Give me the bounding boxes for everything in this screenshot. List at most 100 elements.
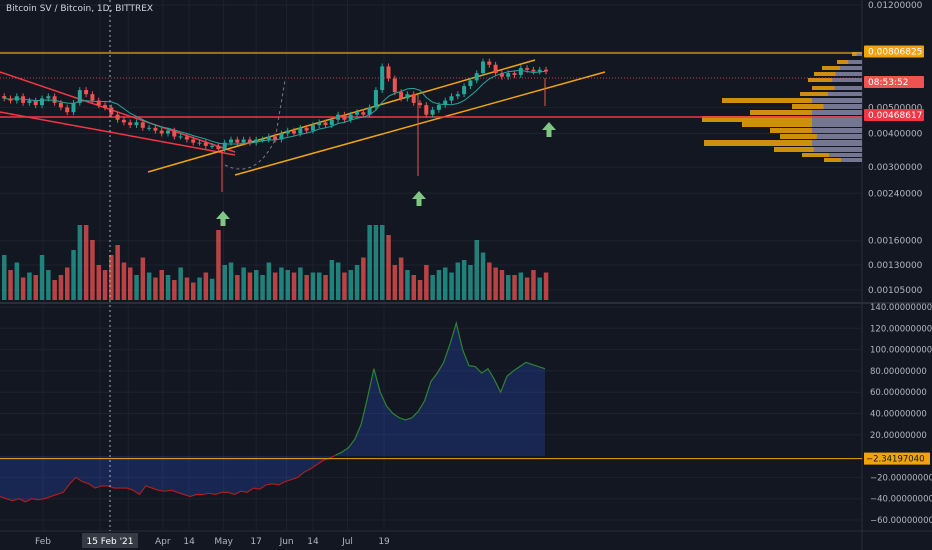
volume-bar xyxy=(121,262,127,300)
volume-bar xyxy=(443,267,448,300)
volume-bar xyxy=(203,272,209,300)
volume-bar xyxy=(480,252,486,300)
volume-profile-bar xyxy=(841,158,862,162)
volume-bar xyxy=(279,267,284,300)
candle-body xyxy=(537,69,542,72)
symbol-title: Bitcoin SV / Bitcoin, 1D, BITTREX xyxy=(6,4,154,14)
up-arrow-icon xyxy=(412,191,426,206)
time-tick-label: Jul xyxy=(341,537,353,547)
candle-body xyxy=(430,109,435,115)
volume-bar xyxy=(260,275,265,300)
candle-body xyxy=(279,133,284,140)
candle-body xyxy=(292,130,296,134)
volume-bar xyxy=(493,267,498,300)
volume-bar xyxy=(52,280,57,300)
volume-profile-bar xyxy=(812,98,862,103)
candle-body xyxy=(65,107,70,113)
time-tick-label: 17 xyxy=(250,537,261,547)
candle-body xyxy=(544,69,548,72)
volume-bar xyxy=(468,265,473,300)
volume-bar xyxy=(499,270,505,300)
volume-bar xyxy=(228,262,234,300)
candle-body xyxy=(323,122,328,126)
volume-bar xyxy=(367,225,372,300)
candle-body xyxy=(197,142,202,144)
price-tick-label: 0.00105000 xyxy=(868,286,923,296)
candle-body xyxy=(317,122,322,126)
indicator-area xyxy=(0,322,545,502)
volume-bar xyxy=(392,265,398,300)
candle-body xyxy=(222,142,227,150)
projection-path xyxy=(224,79,286,170)
candle-body xyxy=(90,94,95,101)
volume-profile-bar xyxy=(704,140,862,146)
indicator-tick-label: 20.00000000 xyxy=(870,431,927,441)
volume-bar xyxy=(241,267,246,300)
price-tick-label: 0.01200000 xyxy=(868,1,923,11)
candle-body xyxy=(411,94,416,103)
price-tag-label: 0.00468617 xyxy=(868,111,922,121)
volume-bar xyxy=(146,272,152,300)
candle-body xyxy=(266,136,271,140)
volume-bar xyxy=(417,280,423,300)
volume-bar xyxy=(304,275,309,300)
volume-bar xyxy=(354,265,360,300)
time-tick-label: Feb xyxy=(35,537,51,547)
volume-profile-bar xyxy=(827,92,862,96)
candle-body xyxy=(298,127,303,134)
volume-bar xyxy=(115,245,120,300)
indicator-tick-label: −60.00000000 xyxy=(870,516,932,526)
candle-body xyxy=(77,90,82,103)
volume-bar xyxy=(272,272,278,300)
crosshair-time-tag xyxy=(82,533,138,548)
candle-body xyxy=(525,68,530,70)
candle-body xyxy=(203,142,208,146)
candle-body xyxy=(254,139,259,143)
volume-bar xyxy=(461,260,467,300)
volume-profile-bar xyxy=(829,153,862,157)
indicator-tick-label: −40.00000000 xyxy=(870,495,932,505)
volume-bar xyxy=(65,267,70,300)
volume-bar xyxy=(184,277,190,300)
time-tick-label: 14 xyxy=(183,537,195,547)
volume-bar xyxy=(159,270,164,300)
candle-body xyxy=(235,139,240,143)
candle-body xyxy=(172,130,177,137)
volume-bar xyxy=(537,277,542,300)
candle-body xyxy=(178,136,183,138)
candle-body xyxy=(493,64,498,74)
candle-body xyxy=(380,66,385,91)
price-tick-label: 0.00500000 xyxy=(868,103,923,113)
candle-body xyxy=(443,100,448,106)
volume-bar xyxy=(487,262,492,300)
volume-bar xyxy=(298,267,303,300)
volume-bar xyxy=(398,257,404,300)
volume-profile-bar xyxy=(856,52,862,56)
candle-body xyxy=(367,107,372,115)
candle-body xyxy=(184,136,189,140)
price-tag xyxy=(864,45,924,58)
channel-lower-line xyxy=(234,71,606,176)
candle-body xyxy=(418,102,422,106)
candle-body xyxy=(310,125,315,131)
candle-body xyxy=(166,130,170,134)
volume-bar xyxy=(191,282,196,300)
volume-bar xyxy=(14,262,20,300)
indicator-tick-label: 80.00000000 xyxy=(870,367,927,377)
candle-body xyxy=(46,96,51,99)
volume-bar xyxy=(46,270,51,300)
candle-body xyxy=(229,139,233,143)
moving-average-line xyxy=(4,69,547,145)
candle-body xyxy=(355,112,359,115)
volume-bar xyxy=(197,277,202,300)
volume-bar xyxy=(524,277,530,300)
candle-body xyxy=(304,127,309,131)
volume-bar xyxy=(543,272,549,300)
candle-body xyxy=(115,114,120,120)
volume-bar xyxy=(2,255,7,300)
volume-bar xyxy=(39,255,45,300)
indicator-tick-label: −20.00000000 xyxy=(870,473,932,483)
indicator-tick-label: 100.00000000 xyxy=(870,346,932,356)
price-tick-label: 0.00160000 xyxy=(868,237,923,247)
